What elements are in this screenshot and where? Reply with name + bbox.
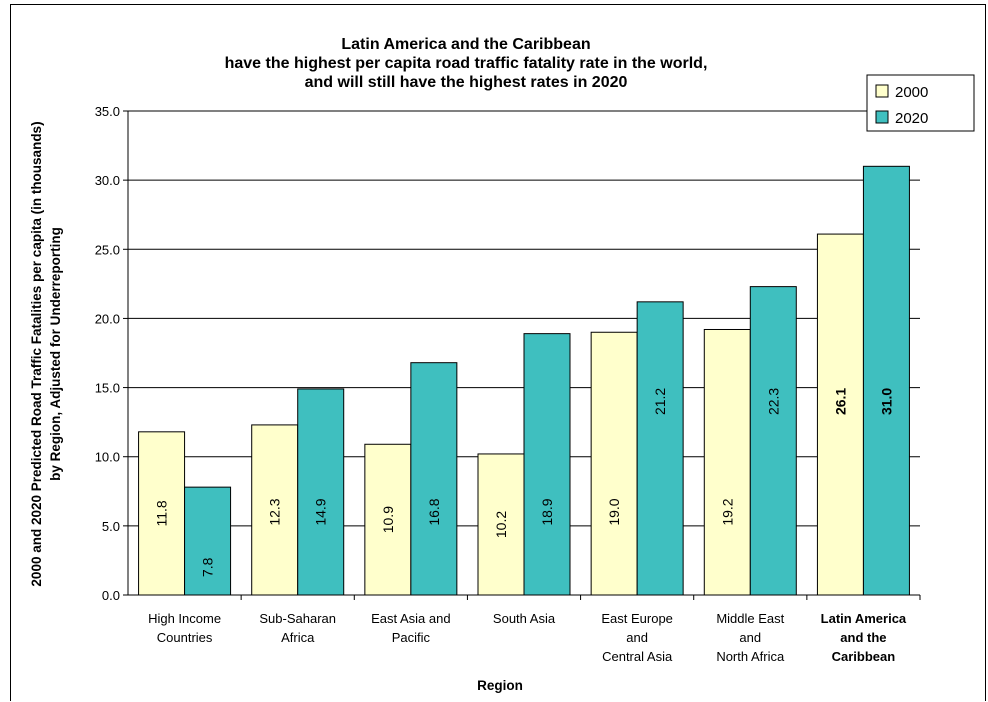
category-label: and the	[840, 630, 886, 645]
bar-2020	[297, 388, 345, 596]
legend-swatch-2000	[875, 84, 889, 98]
category-label: Countries	[157, 630, 213, 645]
legend-label-2020: 2020	[895, 110, 928, 127]
data-label-2020: 31.0	[878, 388, 894, 415]
bar-2020	[862, 165, 910, 596]
category-label: Sub-Saharan	[259, 611, 336, 626]
category-label: Caribbean	[832, 649, 896, 664]
y-tick-label: 15.0	[95, 381, 120, 396]
chart-title-line: Latin America and the Caribbean	[341, 36, 590, 53]
legend-label-2000: 2000	[895, 84, 928, 101]
bar-2000	[703, 328, 751, 596]
bar-2000	[477, 453, 525, 596]
data-label-2020: 22.3	[765, 388, 781, 415]
data-label-2000: 19.2	[719, 498, 735, 525]
category-label: High Income	[148, 611, 221, 626]
chart-title: Latin America and the Caribbean have the …	[225, 36, 708, 91]
data-label-2000: 10.9	[380, 506, 396, 533]
data-label-2020: 16.8	[426, 498, 442, 525]
y-tick-labels: 0.0 5.0 10.0 15.0 20.0 25.0 30.0 35.0	[95, 104, 120, 603]
bars	[138, 165, 910, 596]
category-label: South Asia	[493, 611, 556, 626]
data-label-2020: 14.9	[313, 498, 329, 525]
y-tick-label: 0.0	[102, 588, 120, 603]
bar-2020	[523, 333, 571, 596]
data-label-2020: 21.2	[652, 388, 668, 415]
chart-frame	[10, 4, 986, 701]
y-tick-label: 30.0	[95, 173, 120, 188]
bar-2000	[364, 443, 412, 596]
y-tick-label: 35.0	[95, 104, 120, 119]
bar-2020	[410, 362, 458, 596]
data-label-2020: 18.9	[539, 498, 555, 525]
legend-swatch-2020	[875, 110, 889, 124]
category-label: Africa	[281, 630, 315, 645]
axis-labels: Region 2000 and 2020 Predicted Road Traff…	[29, 121, 523, 693]
category-label: East Europe	[601, 611, 673, 626]
y-tick-label: 20.0	[95, 311, 120, 326]
category-label: North Africa	[716, 649, 785, 664]
category-label: Pacific	[392, 630, 431, 645]
category-label: East Asia and	[371, 611, 451, 626]
data-label-2000: 26.1	[832, 388, 848, 415]
data-labels: 11.8 7.8 12.3 14.9 10.9 16.8 10.2 18.9 19.0 21.2 1…	[154, 388, 895, 578]
legend: 2000 2020	[866, 74, 975, 132]
data-label-2000: 12.3	[267, 498, 283, 525]
data-label-2000: 10.2	[493, 511, 509, 538]
bar-2000	[590, 331, 638, 596]
x-tick-labels: High Income Countries Sub-Saharan Africa Eas…	[148, 611, 907, 664]
bar-2020	[749, 286, 797, 596]
data-label-2000: 19.0	[606, 498, 622, 525]
bar-2020	[184, 486, 232, 596]
y-tick-label: 5.0	[102, 519, 120, 534]
category-label: Central Asia	[602, 649, 673, 664]
x-axis-label: Region	[477, 678, 523, 693]
y-tick-label: 10.0	[95, 450, 120, 465]
category-label: and	[739, 630, 761, 645]
data-label-2020: 7.8	[200, 557, 216, 577]
category-label: Middle East	[716, 611, 784, 626]
y-axis-label: 2000 and 2020 Predicted Road Traffic Fat…	[29, 121, 44, 586]
bar-2020	[636, 301, 684, 596]
data-label-2000: 11.8	[154, 500, 170, 526]
bar-2000	[251, 424, 299, 596]
bar-2000	[138, 431, 186, 596]
y-tick-label: 25.0	[95, 242, 120, 257]
y-axis-label: by Region, Adjusted for Underreporting	[48, 227, 63, 481]
chart-title-line: and will still have the highest rates in…	[305, 74, 628, 91]
category-label: and	[626, 630, 648, 645]
chart-title-line: have the highest per capita road traffic…	[225, 55, 708, 72]
category-label: Latin America	[821, 611, 907, 626]
